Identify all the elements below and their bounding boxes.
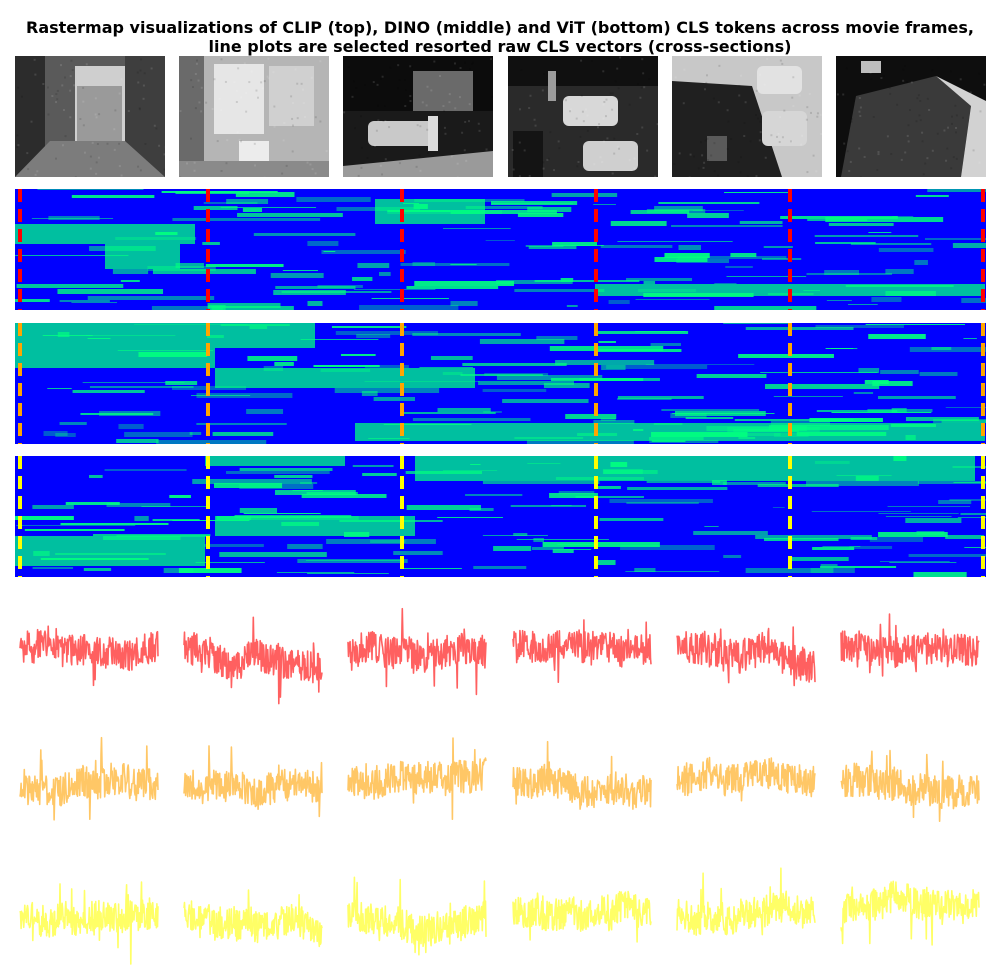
cls-trace-vit-5 bbox=[676, 860, 817, 975]
movie-frame-night-car-street bbox=[343, 56, 493, 177]
trace-line bbox=[676, 626, 816, 687]
cls-trace-vit-2 bbox=[183, 860, 324, 975]
rastermap-dino bbox=[15, 323, 986, 444]
cls-trace-dino-4 bbox=[512, 727, 653, 842]
trace-line bbox=[840, 749, 980, 822]
trace-line bbox=[840, 613, 980, 677]
trace-line bbox=[512, 740, 652, 810]
movie-frame-overhead-parking-1 bbox=[508, 56, 658, 177]
trace-line bbox=[512, 619, 652, 683]
cls-trace-vit-4 bbox=[512, 860, 653, 975]
rastermap-vit bbox=[15, 456, 986, 577]
trace-line bbox=[676, 756, 816, 802]
figure-title-line-2: line plots are selected resorted raw CLS… bbox=[208, 37, 792, 56]
trace-line bbox=[19, 736, 159, 821]
rastermap-clip bbox=[15, 189, 986, 310]
trace-line bbox=[347, 876, 487, 956]
activation-streaks bbox=[15, 323, 986, 444]
trace-line bbox=[347, 607, 487, 696]
cls-trace-dino-3 bbox=[347, 727, 488, 842]
cls-trace-vit-3 bbox=[347, 860, 488, 975]
cls-trace-clip-1 bbox=[19, 592, 160, 707]
movie-frame-overhead-parking-2 bbox=[672, 56, 822, 177]
activation-streaks bbox=[15, 456, 986, 577]
trace-line bbox=[676, 867, 816, 936]
trace-line bbox=[840, 880, 980, 946]
cls-trace-dino-1 bbox=[19, 727, 160, 842]
trace-line bbox=[19, 881, 159, 965]
movie-frame-poster-wall bbox=[179, 56, 329, 177]
trace-line bbox=[183, 616, 323, 705]
cls-trace-dino-6 bbox=[840, 727, 981, 842]
trace-line bbox=[512, 890, 652, 943]
movie-frame-alley-storefront bbox=[15, 56, 165, 177]
cls-trace-vit-6 bbox=[840, 860, 981, 975]
cls-trace-clip-4 bbox=[512, 592, 653, 707]
cls-trace-dino-5 bbox=[676, 727, 817, 842]
trace-line bbox=[183, 889, 323, 948]
trace-line bbox=[183, 745, 323, 818]
movie-frame-rooftop bbox=[836, 56, 986, 177]
figure-title: Rastermap visualizations of CLIP (top), … bbox=[0, 18, 1000, 56]
figure-title-line-1: Rastermap visualizations of CLIP (top), … bbox=[26, 18, 974, 37]
cls-trace-clip-6 bbox=[840, 592, 981, 707]
trace-line bbox=[19, 625, 159, 687]
cls-trace-vit-1 bbox=[19, 860, 160, 975]
cls-trace-clip-3 bbox=[347, 592, 488, 707]
cls-trace-clip-2 bbox=[183, 592, 324, 707]
cls-trace-clip-5 bbox=[676, 592, 817, 707]
cls-trace-dino-2 bbox=[183, 727, 324, 842]
trace-line bbox=[347, 737, 487, 820]
activation-streaks bbox=[15, 189, 986, 310]
